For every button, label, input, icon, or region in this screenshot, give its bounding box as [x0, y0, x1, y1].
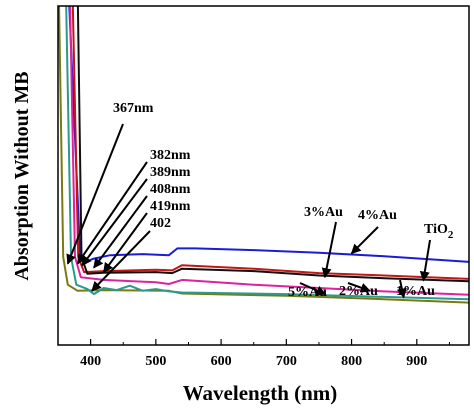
y-axis-title: Absorption Without MB: [11, 71, 33, 280]
peak-label-367nm: 367nm: [113, 101, 154, 116]
series-layer: [58, 6, 469, 304]
peak-arrow-419nm: [102, 212, 148, 273]
peak-label-389nm: 389nm: [150, 165, 191, 180]
series-line-4pctau: [76, 6, 469, 283]
peak-label-408nm: 408nm: [150, 182, 191, 197]
series-arrow-2pctau: [347, 282, 371, 293]
series-label-tio2: TiO2: [424, 222, 454, 241]
series-arrow-1pctau: [396, 279, 407, 299]
x-axis-title: Wavelength (nm): [183, 381, 338, 405]
peak-arrow-367nm: [66, 123, 124, 265]
peak-label-419nm: 419nm: [150, 199, 191, 214]
annotation-layer: 367nm 382nm 389nm 408nm 419nm 402 3%Au 4%Au TiO2…: [66, 101, 454, 300]
x-axis: 400 500 600 700 800 900: [57, 339, 450, 369]
series-label-4pctau: 4%Au: [358, 208, 397, 223]
peak-label-382nm: 382nm: [150, 148, 191, 163]
series-arrow-5pctau: [299, 282, 327, 296]
x-tick-label-700: 700: [276, 354, 297, 369]
series-line-1pctau: [58, 6, 469, 304]
x-tick-label-600: 600: [211, 354, 232, 369]
series-label-3pctau: 3%Au: [304, 205, 343, 220]
x-tick-label-900: 900: [406, 354, 427, 369]
peak-label-402: 402: [150, 216, 171, 231]
peak-arrow-389nm: [81, 178, 148, 267]
series-arrow-4pctau: [350, 226, 379, 255]
series-arrow-3pctau: [321, 221, 337, 279]
peak-arrow-402: [91, 230, 151, 292]
peak-arrow-408nm: [93, 195, 148, 269]
series-line-5pctau: [69, 6, 469, 296]
x-tick-label-400: 400: [80, 354, 101, 369]
peak-arrow-382nm: [76, 161, 148, 265]
series-line-3pctau: [71, 6, 469, 280]
plot-frame: [57, 5, 470, 346]
x-tick-label-800: 800: [341, 354, 362, 369]
series-arrow-tio2: [419, 239, 431, 282]
x-tick-label-500: 500: [145, 354, 166, 369]
series-line-2pctau: [65, 6, 469, 301]
